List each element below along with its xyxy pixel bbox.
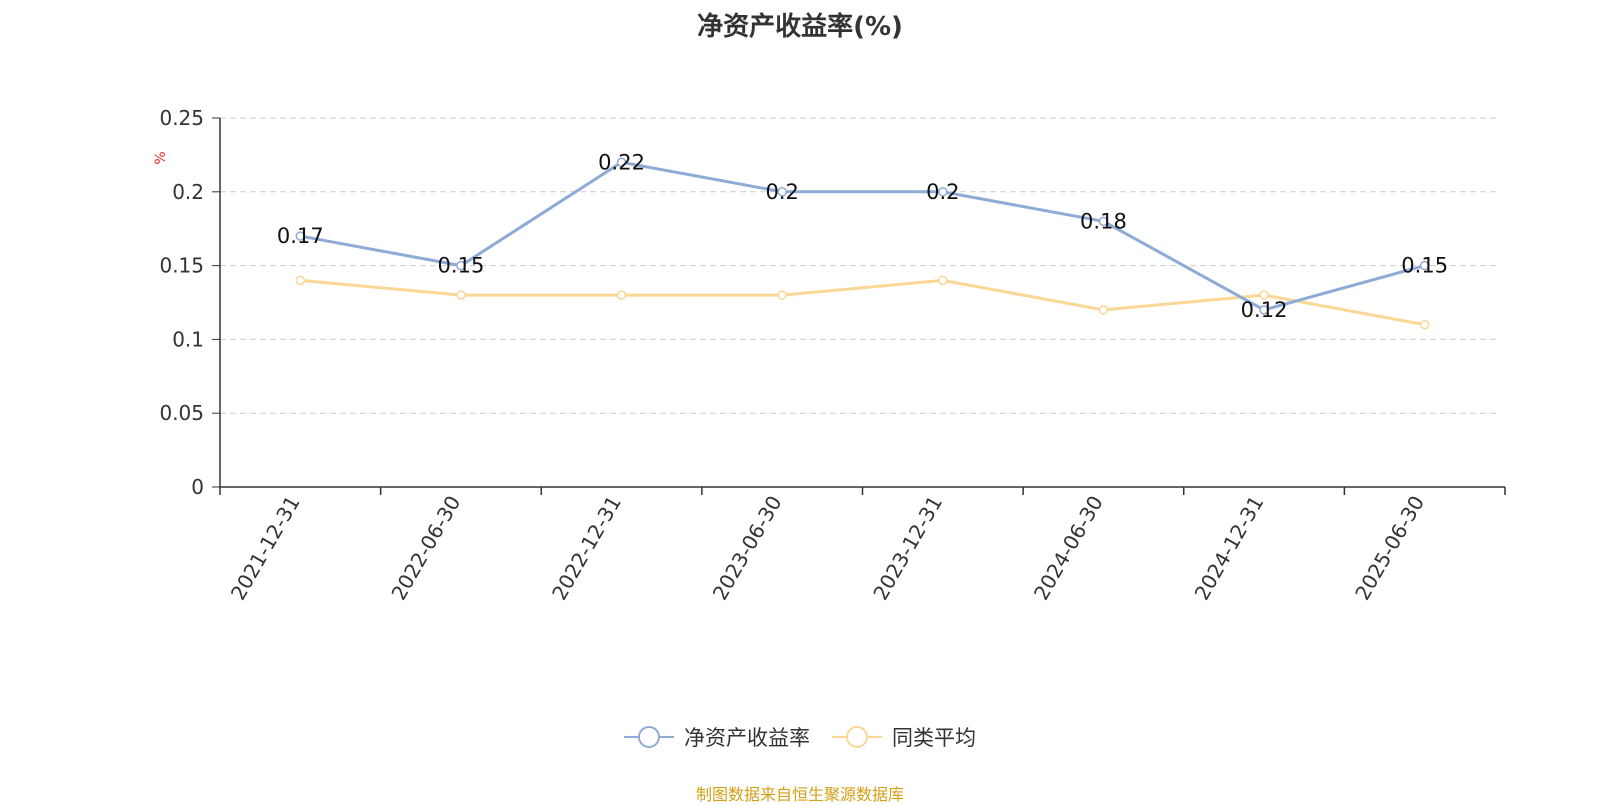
series-line-roe (300, 160, 1426, 312)
data-point-peer-average (938, 275, 948, 286)
data-label: 0.12 (1241, 298, 1288, 322)
legend-item-roe[interactable]: 净资产收益率 (624, 722, 810, 752)
legend-item-peer-average[interactable]: 同类平均 (832, 722, 976, 752)
legend-label-roe: 净资产收益率 (684, 726, 810, 750)
legend-label-peer-average: 同类平均 (892, 726, 976, 750)
data-label: 0.2 (765, 180, 798, 204)
data-point-peer-average (777, 290, 787, 300)
series-line-peer-average (300, 278, 1425, 327)
y-tick-label: 0.1 (172, 327, 204, 351)
y-tick-label: 0 (191, 475, 204, 499)
data-point-peer-average (1419, 319, 1430, 330)
gridlines (220, 117, 1497, 414)
data-point-peer-average (616, 290, 627, 300)
data-point-roe (456, 260, 466, 271)
data-point-roe (616, 157, 627, 168)
x-tick-label: 2021-12-31 (226, 492, 305, 605)
data-point-peer-average (1098, 305, 1109, 315)
y-axis-unit-label: % (153, 151, 169, 164)
x-tick-label: 2022-06-30 (386, 492, 465, 605)
x-tick-label: 2022-12-31 (547, 492, 626, 605)
legend-marker-peer-average (832, 724, 882, 750)
data-point-roe (1098, 216, 1109, 227)
data-point-peer-average (295, 275, 306, 286)
y-tick-label: 0.05 (159, 401, 204, 425)
x-tick-label: 2025-06-30 (1350, 492, 1429, 605)
data-point-roe (938, 187, 948, 197)
data-point-roe (1419, 260, 1430, 271)
data-label: 0.2 (926, 180, 959, 204)
source-note: 制图数据来自恒生聚源数据库 (695, 785, 904, 804)
legend: 净资产收益率 同类平均 (0, 722, 1600, 752)
data-labels: 0.17 0.15 0.22 0.2 0.2 0.18 0.12 0.15 (277, 150, 1448, 322)
data-label: 0.22 (598, 150, 645, 174)
legend-marker-roe (624, 724, 674, 750)
chart-title: 净资产收益率(%) (697, 12, 903, 42)
data-label: 0.15 (1401, 254, 1448, 278)
data-label: 0.15 (438, 254, 485, 278)
data-point-peer-average (456, 290, 466, 300)
data-label: 0.17 (277, 224, 324, 248)
x-tick-label: 2024-06-30 (1029, 492, 1108, 605)
x-tick-label: 2024-12-31 (1189, 492, 1268, 605)
data-point-roe (1259, 305, 1269, 315)
data-point-roe (777, 187, 787, 197)
x-tick-label: 2023-12-31 (868, 492, 947, 605)
data-point-roe (295, 231, 306, 241)
y-tick-label: 0.15 (159, 254, 204, 278)
y-tick-label: 0.2 (172, 180, 204, 204)
y-tick-label: 0.25 (159, 106, 204, 130)
data-point-peer-average (1259, 290, 1269, 300)
axes: 0 0.05 0.1 0.15 0.2 0.25% 2021-12-31 2022-06-30… (153, 106, 1506, 605)
series-lines (295, 157, 1430, 330)
x-tick-label: 2023-06-30 (708, 492, 787, 605)
data-label: 0.18 (1080, 209, 1127, 233)
